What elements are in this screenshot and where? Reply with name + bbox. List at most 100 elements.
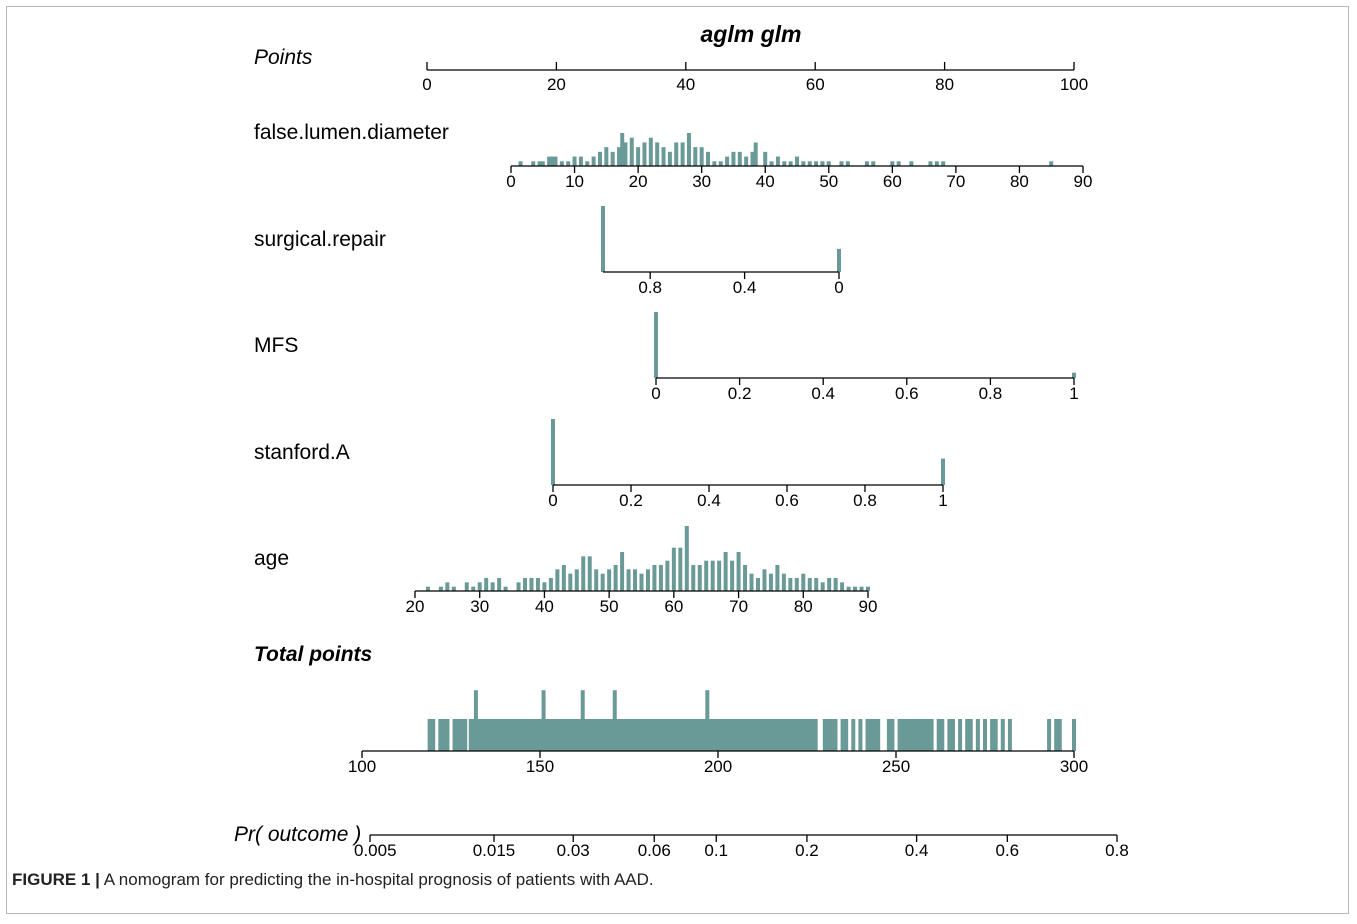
spike-age-34 bbox=[665, 560, 670, 591]
tick-label-surgical-repair-0: 0.8 bbox=[638, 278, 662, 297]
spike-age-19 bbox=[568, 573, 573, 591]
tick-label-points-4: 80 bbox=[935, 75, 954, 94]
tick-label-stanford-a-0: 0 bbox=[548, 491, 557, 510]
spike-total-points-14 bbox=[705, 690, 710, 751]
spike-false-lumen-diameter-43 bbox=[782, 161, 787, 166]
spike-false-lumen-diameter-35 bbox=[731, 151, 736, 166]
spike-false-lumen-diameter-3 bbox=[540, 161, 545, 166]
spike-age-54 bbox=[794, 578, 799, 591]
spike-false-lumen-diameter-1 bbox=[531, 161, 536, 166]
spike-total-points-9 bbox=[470, 719, 475, 751]
spike-false-lumen-diameter-19 bbox=[629, 137, 634, 166]
tick-label-age-7: 90 bbox=[859, 597, 878, 616]
spike-age-8 bbox=[490, 582, 495, 591]
spike-total-points-43 bbox=[958, 719, 963, 751]
spike-total-points-7 bbox=[459, 719, 464, 751]
spike-total-points-55 bbox=[1072, 719, 1076, 751]
spike-false-lumen-diameter-37 bbox=[744, 156, 749, 166]
caption-text: A nomogram for predicting the in-hospita… bbox=[103, 870, 654, 889]
row-surgical-repair: surgical.repair 0.8 0.4 0 bbox=[254, 206, 844, 297]
spike-total-points-12 bbox=[580, 690, 585, 751]
spike-false-lumen-diameter-38 bbox=[750, 151, 755, 166]
spike-age-58 bbox=[820, 582, 825, 591]
spike-total-points-13 bbox=[612, 690, 617, 751]
tick-label-stanford-a-5: 1 bbox=[938, 491, 947, 510]
spike-total-points-39 bbox=[936, 719, 941, 751]
spike-false-lumen-diameter-48 bbox=[814, 161, 819, 166]
spike-surgical-repair-1 bbox=[837, 248, 841, 272]
tick-label-mfs-5: 1 bbox=[1069, 384, 1078, 403]
spike-false-lumen-diameter-36 bbox=[737, 151, 742, 166]
spike-total-points-6 bbox=[456, 719, 461, 751]
spike-false-lumen-diameter-28 bbox=[686, 133, 691, 166]
tick-label-pr-outcome-2: 0.03 bbox=[557, 841, 590, 860]
row-false-lumen-diameter: false.lumen.diameter 0 10 20 30 40 50 60 70 80 90 bbox=[254, 121, 1092, 191]
spike-false-lumen-diameter-10 bbox=[578, 156, 583, 166]
spike-false-lumen-diameter-9 bbox=[572, 156, 577, 166]
spike-false-lumen-diameter-56 bbox=[896, 161, 901, 166]
spike-false-lumen-diameter-8 bbox=[566, 161, 571, 166]
spike-total-points-18 bbox=[833, 719, 838, 751]
tick-label-points-0: 0 bbox=[422, 75, 431, 94]
spike-false-lumen-diameter-4 bbox=[547, 156, 552, 166]
spike-total-points-30 bbox=[901, 719, 906, 751]
row-stanford-a: stanford.A 0 0.2 0.4 0.6 0.8 1 bbox=[254, 419, 948, 510]
spike-age-17 bbox=[555, 569, 560, 591]
tick-label-age-2: 40 bbox=[535, 597, 554, 616]
spike-age-6 bbox=[477, 582, 482, 591]
spike-false-lumen-diameter-11 bbox=[585, 161, 590, 166]
row-label-stanford-a: stanford.A bbox=[254, 441, 350, 464]
tick-label-mfs-0: 0 bbox=[651, 384, 660, 403]
spike-total-points-20 bbox=[844, 719, 849, 751]
spike-age-0 bbox=[425, 586, 430, 591]
spike-age-53 bbox=[788, 578, 793, 591]
row-label-false-lumen-diameter: false.lumen.diameter bbox=[254, 121, 449, 144]
spike-total-points-28 bbox=[890, 719, 895, 751]
spike-total-points-53 bbox=[1054, 719, 1059, 751]
spike-false-lumen-diameter-13 bbox=[597, 151, 602, 166]
tick-label-false-lumen-diameter-0: 0 bbox=[506, 172, 515, 191]
spike-total-points-51 bbox=[1007, 719, 1012, 751]
tick-label-false-lumen-diameter-1: 10 bbox=[565, 172, 584, 191]
spike-age-13 bbox=[529, 578, 534, 591]
tick-label-age-1: 30 bbox=[470, 597, 489, 616]
spike-false-lumen-diameter-18 bbox=[623, 142, 628, 166]
spike-total-points-21 bbox=[851, 719, 856, 751]
spike-age-21 bbox=[581, 556, 586, 591]
spike-total-points-31 bbox=[904, 719, 909, 751]
spike-false-lumen-diameter-26 bbox=[674, 142, 679, 166]
spike-age-42 bbox=[717, 560, 722, 591]
spike-total-points-8 bbox=[463, 719, 468, 751]
tick-label-pr-outcome-0: 0.005 bbox=[354, 841, 397, 860]
spike-age-38 bbox=[691, 565, 696, 591]
tick-label-age-5: 70 bbox=[729, 597, 748, 616]
row-age: age 20 30 40 50 60 70 80 90 bbox=[254, 526, 877, 616]
row-total-points: Total points 100 150 200 250 300 bbox=[254, 643, 1088, 776]
tick-label-pr-outcome-5: 0.2 bbox=[795, 841, 819, 860]
tick-label-total-points-3: 250 bbox=[882, 757, 910, 776]
tick-label-false-lumen-diameter-9: 90 bbox=[1074, 172, 1093, 191]
tick-label-mfs-2: 0.4 bbox=[811, 384, 835, 403]
spike-false-lumen-diameter-46 bbox=[801, 161, 806, 166]
spike-mfs-1 bbox=[1072, 372, 1076, 378]
tick-label-false-lumen-diameter-5: 50 bbox=[819, 172, 838, 191]
spike-age-4 bbox=[464, 582, 469, 591]
spike-total-points-34 bbox=[915, 719, 920, 751]
spike-false-lumen-diameter-55 bbox=[890, 161, 895, 166]
spike-total-points-37 bbox=[926, 719, 931, 751]
tick-label-pr-outcome-7: 0.6 bbox=[995, 841, 1019, 860]
tick-label-surgical-repair-1: 0.4 bbox=[733, 278, 757, 297]
spike-total-points-27 bbox=[886, 719, 891, 751]
spike-age-16 bbox=[548, 578, 553, 591]
spike-age-5 bbox=[471, 586, 476, 591]
spike-age-47 bbox=[749, 573, 754, 591]
tick-label-false-lumen-diameter-4: 40 bbox=[756, 172, 775, 191]
spike-age-61 bbox=[840, 582, 845, 591]
spike-total-points-33 bbox=[911, 719, 916, 751]
spike-total-points-16 bbox=[826, 719, 831, 751]
spike-total-points-49 bbox=[993, 719, 998, 751]
tick-label-pr-outcome-1: 0.015 bbox=[473, 841, 516, 860]
spike-total-points-11 bbox=[541, 690, 546, 751]
tick-label-points-3: 60 bbox=[806, 75, 825, 94]
spike-age-55 bbox=[801, 573, 806, 591]
